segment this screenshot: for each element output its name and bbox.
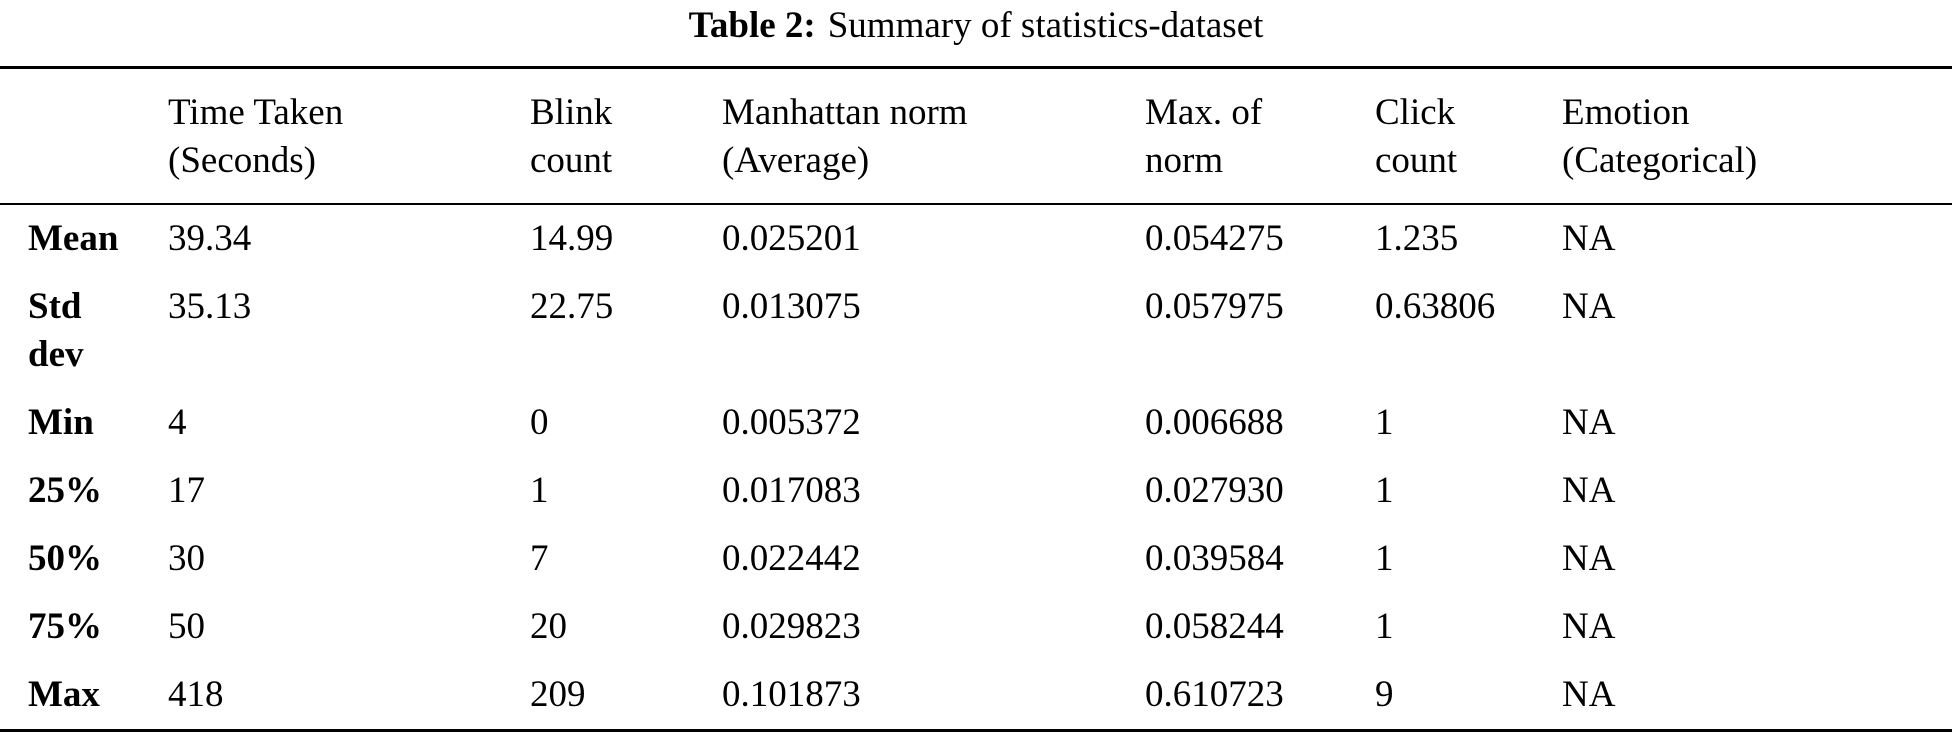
table-body: Mean 39.34 14.99 0.025201 0.054275 1.235… <box>0 204 1952 731</box>
cell-value: 20 <box>530 606 567 647</box>
cell-value: 1 <box>1375 402 1394 443</box>
cell-value: 209 <box>530 674 586 715</box>
cell-value: NA <box>1562 606 1616 647</box>
table-row: Max 418 209 0.101873 0.610723 9 NA <box>0 661 1952 731</box>
cell-value: 30 <box>168 538 205 579</box>
cell-value: 0.013075 <box>722 286 861 327</box>
cell-value: NA <box>1562 538 1616 579</box>
cell-value: 0.022442 <box>722 538 861 579</box>
cell-value: 7 <box>530 538 549 579</box>
row-label: 50% <box>28 538 102 579</box>
table-row: Min 4 0 0.005372 0.006688 1 NA <box>0 389 1952 457</box>
cell-value: 0.005372 <box>722 402 861 443</box>
header-cell-empty <box>0 68 168 205</box>
header-cell-blink-count: Blink count <box>530 92 613 181</box>
cell-value: 1.235 <box>1375 218 1459 259</box>
cell-value: 0.017083 <box>722 470 861 511</box>
table-row: Mean 39.34 14.99 0.025201 0.054275 1.235… <box>0 204 1952 273</box>
table-header: Time Taken (Seconds) Blink count Manhatt… <box>0 68 1952 205</box>
header-cell-manhattan-norm: Manhattan norm (Average) <box>722 92 968 181</box>
cell-value: 0.029823 <box>722 606 861 647</box>
cell-value: 1 <box>1375 606 1394 647</box>
cell-value: 0.027930 <box>1145 470 1284 511</box>
cell-value: 22.75 <box>530 286 614 327</box>
header-cell-emotion: Emotion (Categorical) <box>1562 92 1758 181</box>
row-label: Max <box>28 674 100 715</box>
cell-value: 0.006688 <box>1145 402 1284 443</box>
row-label: Min <box>28 402 94 443</box>
header-cell-time-taken: Time Taken (Seconds) <box>168 92 344 181</box>
header-cell-click-count: Click count <box>1375 92 1458 181</box>
cell-value: 35.13 <box>168 286 252 327</box>
row-label: Std dev <box>28 286 84 375</box>
cell-value: 1 <box>530 470 549 511</box>
cell-value: 17 <box>168 470 205 511</box>
cell-value: NA <box>1562 218 1616 259</box>
row-label: 25% <box>28 470 102 511</box>
cell-value: 14.99 <box>530 218 614 259</box>
table-caption-label: Table 2: <box>688 5 816 46</box>
cell-value: NA <box>1562 674 1616 715</box>
cell-value: 0.101873 <box>722 674 861 715</box>
cell-value: NA <box>1562 286 1616 327</box>
cell-value: 418 <box>168 674 224 715</box>
row-label: 75% <box>28 606 102 647</box>
cell-value: 1 <box>1375 538 1394 579</box>
table-row: 50% 30 7 0.022442 0.039584 1 NA <box>0 525 1952 593</box>
table-caption: Table 2: Summary of statistics-dataset <box>0 0 1952 52</box>
cell-value: 0 <box>530 402 549 443</box>
table-row: Std dev 35.13 22.75 0.013075 0.057975 0.… <box>0 273 1952 389</box>
cell-value: NA <box>1562 402 1616 443</box>
cell-value: 0.057975 <box>1145 286 1284 327</box>
cell-value: 0.054275 <box>1145 218 1284 259</box>
cell-value: 9 <box>1375 674 1394 715</box>
header-cell-max-of-norm: Max. of norm <box>1145 92 1263 181</box>
table-row: 25% 17 1 0.017083 0.027930 1 NA <box>0 457 1952 525</box>
table-row: 75% 50 20 0.029823 0.058244 1 NA <box>0 593 1952 661</box>
cell-value: 1 <box>1375 470 1394 511</box>
cell-value: 50 <box>168 606 205 647</box>
cell-value: 0.63806 <box>1375 286 1496 327</box>
cell-value: 39.34 <box>168 218 252 259</box>
cell-value: 0.610723 <box>1145 674 1284 715</box>
cell-value: NA <box>1562 470 1616 511</box>
table-caption-text: Summary of statistics-dataset <box>827 5 1264 46</box>
cell-value: 0.025201 <box>722 218 861 259</box>
cell-value: 4 <box>168 402 187 443</box>
cell-value: 0.058244 <box>1145 606 1284 647</box>
statistics-summary-table: Time Taken (Seconds) Blink count Manhatt… <box>0 66 1952 732</box>
cell-value: 0.039584 <box>1145 538 1284 579</box>
row-label: Mean <box>28 218 119 259</box>
header-row: Time Taken (Seconds) Blink count Manhatt… <box>0 68 1952 205</box>
